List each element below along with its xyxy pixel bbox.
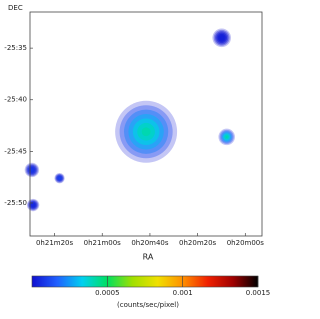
colorbar-tick-label: 0.0005	[95, 289, 120, 297]
source-level	[220, 36, 224, 40]
y-axis-label: DEC	[8, 4, 23, 12]
colorbar-tick-label: 0.0015	[246, 289, 271, 297]
source-level	[58, 177, 61, 179]
source	[54, 173, 65, 184]
x-tick-label: 0h21m00s	[84, 239, 122, 247]
colorbar-tick-label: 0.001	[173, 289, 193, 297]
y-tick-label: -25:50	[4, 199, 27, 207]
image	[24, 28, 235, 212]
source-level	[30, 168, 33, 171]
source	[26, 198, 40, 212]
source-level	[141, 127, 151, 137]
source-level	[32, 204, 34, 206]
x-tick-label: 0h20m20s	[179, 239, 217, 247]
source-level	[225, 135, 228, 139]
source	[218, 128, 235, 146]
source	[115, 100, 178, 163]
y-tick-label: -25:45	[4, 147, 27, 155]
colorbar	[31, 275, 259, 288]
x-axis-label: RA	[143, 253, 154, 262]
y-tick-label: -25:35	[4, 44, 27, 52]
plot-frame	[29, 11, 263, 237]
x-tick-label: 0h21m20s	[36, 239, 74, 247]
y-tick-label: -25:40	[4, 96, 27, 104]
source	[212, 28, 231, 48]
x-tick-label: 0h20m00s	[227, 239, 265, 247]
x-tick-label: 0h20m40s	[131, 239, 169, 247]
chart: DEC RA (counts/sec/pixel) 0h21m20s 0h21m0…	[4, 4, 271, 309]
colorbar-label: (counts/sec/pixel)	[117, 301, 179, 309]
source	[24, 162, 40, 178]
